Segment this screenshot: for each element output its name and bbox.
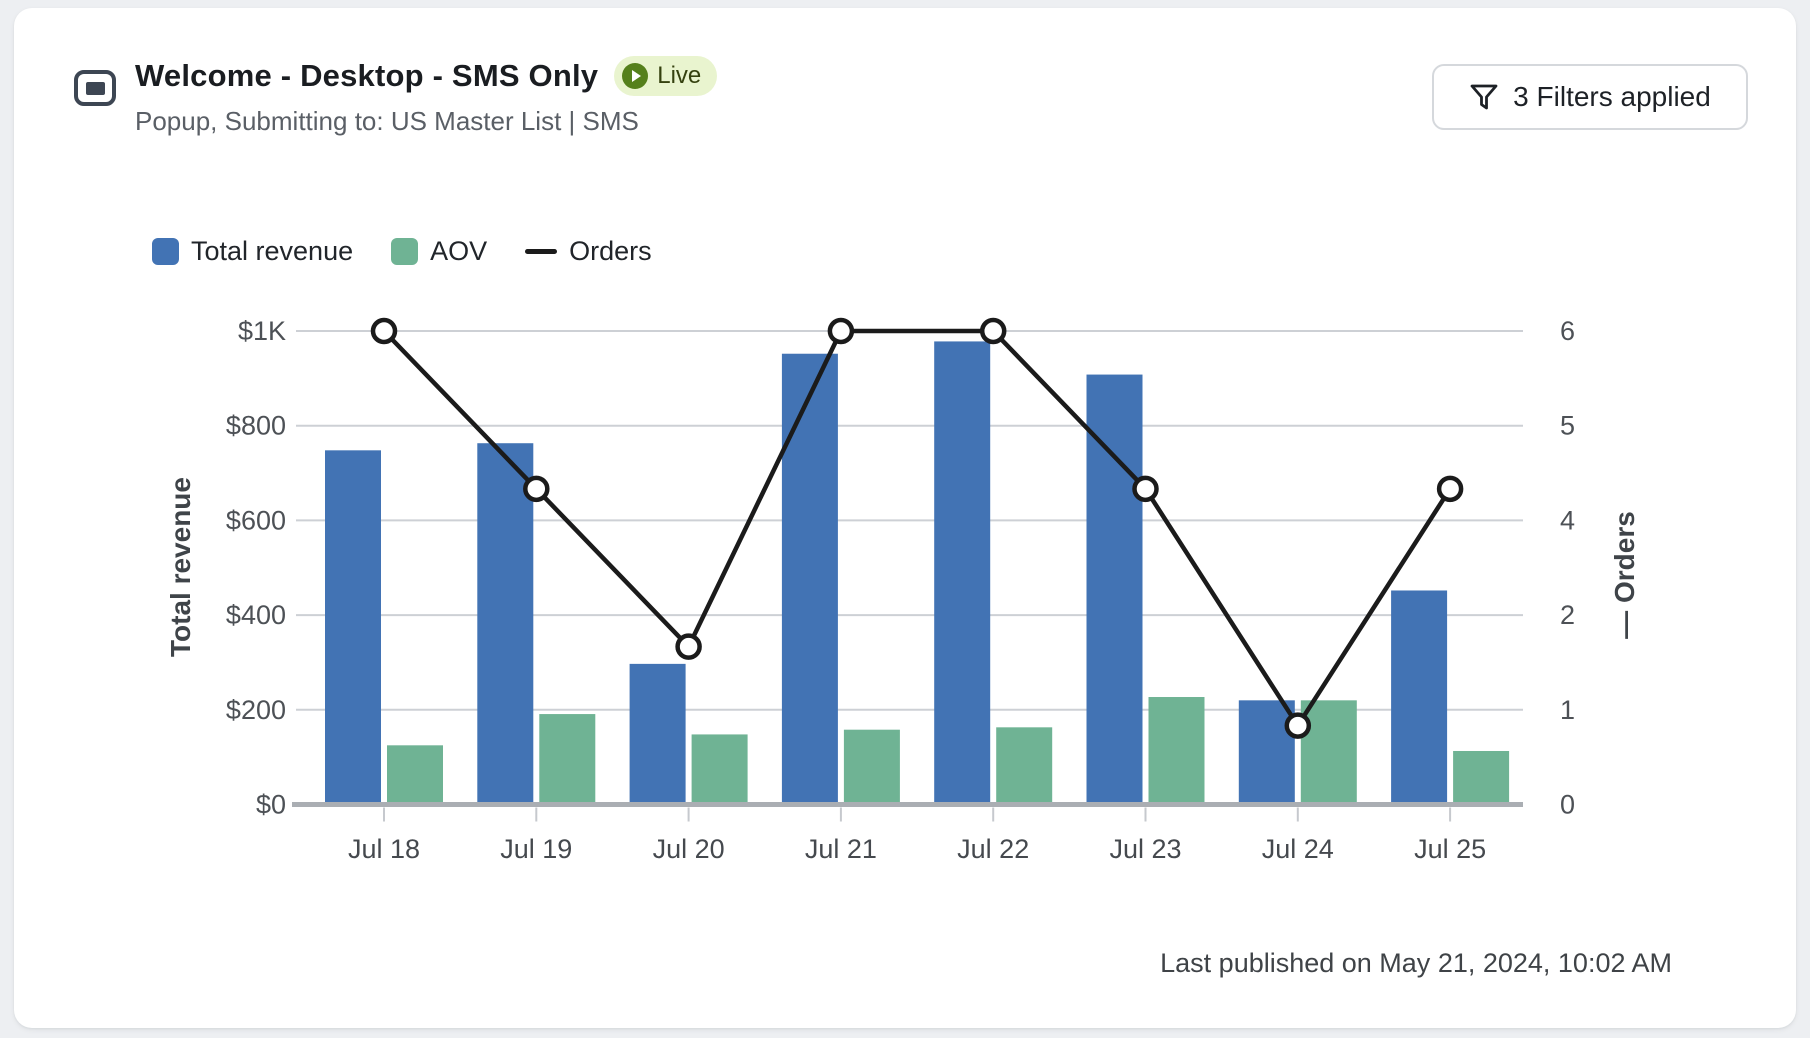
x-axis-label: Jul 23 [1109, 834, 1181, 864]
orders-point[interactable] [523, 475, 550, 503]
left-axis-tick-label: $800 [226, 411, 286, 441]
aov-bar[interactable] [1453, 750, 1510, 805]
aov-swatch-icon [391, 238, 419, 265]
subtitle: Popup, Submitting to: US Master List | S… [135, 106, 639, 136]
x-axis-label: Jul 25 [1414, 834, 1486, 864]
orders-point[interactable] [827, 317, 855, 345]
orders-point[interactable] [1132, 475, 1159, 503]
aov-bar[interactable] [539, 714, 596, 805]
revenue-orders-combo-chart: $1K 6 $800 5 $600 4 $400 2 $200 1 $0 0 Jul 18 Jul 19 J… [165, 316, 1640, 864]
filters-applied-button[interactable]: 3 Filters applied [1432, 64, 1748, 130]
x-axis-label: Jul 19 [500, 834, 572, 864]
legend-item-aov[interactable]: AOV [391, 236, 487, 267]
campaign-analytics-card: Welcome - Desktop - SMS Only Live Popup,… [14, 8, 1796, 1028]
x-axis-label: Jul 22 [957, 834, 1029, 864]
aov-bar[interactable] [1148, 697, 1205, 805]
aov-bar[interactable] [691, 734, 748, 805]
orders-point[interactable] [979, 317, 1007, 345]
page-title: Welcome - Desktop - SMS Only [135, 58, 599, 93]
x-axis-label: Jul 24 [1262, 834, 1334, 864]
filters-button-label: 3 Filters applied [1513, 81, 1711, 112]
chart-legend: Total revenue AOV Orders [152, 236, 652, 267]
aov-bar[interactable] [843, 729, 900, 805]
right-axis-tick-label: 0 [1560, 790, 1575, 820]
popup-icon [74, 70, 116, 106]
x-axis-label: Jul 18 [348, 834, 420, 864]
left-axis-tick-label: $0 [256, 790, 286, 820]
x-axis-label: Jul 20 [653, 834, 725, 864]
right-axis-title: — Orders [1609, 511, 1640, 639]
legend-item-total-revenue[interactable]: Total revenue [152, 236, 353, 267]
left-axis-tick-label: $1K [238, 316, 286, 346]
orders-point[interactable] [675, 633, 702, 660]
revenue-bar[interactable] [325, 450, 381, 805]
revenue-bar[interactable] [934, 341, 991, 805]
left-axis-tick-label: $600 [226, 505, 286, 535]
left-axis-tick-label: $400 [226, 600, 286, 630]
revenue-bar[interactable] [1238, 700, 1295, 805]
orders-line [382, 328, 1452, 728]
revenue-bar[interactable] [1086, 374, 1143, 805]
right-axis-tick-label: 2 [1560, 600, 1575, 630]
x-axis-label: Jul 21 [805, 834, 877, 864]
last-published-text: Last published on May 21, 2024, 10:02 AM [1160, 948, 1672, 978]
popup-icon-fill [85, 81, 105, 95]
total-revenue-swatch-icon [152, 238, 179, 265]
live-play-icon [622, 63, 649, 89]
orders-point[interactable] [1436, 475, 1464, 503]
revenue-bar[interactable] [629, 663, 686, 805]
legend-label: AOV [430, 236, 488, 266]
right-axis-tick-label: 5 [1560, 411, 1575, 441]
revenue-bar[interactable] [781, 353, 838, 805]
aov-bar[interactable] [1300, 700, 1357, 805]
status-badge-label: Live [657, 62, 702, 89]
legend-label: Orders [569, 236, 652, 266]
right-axis-tick-label: 6 [1560, 316, 1575, 346]
header: Welcome - Desktop - SMS Only Live Popup,… [135, 56, 718, 137]
legend-label: Total revenue [191, 236, 354, 266]
status-badge: Live [614, 56, 718, 96]
left-axis-tick-label: $200 [226, 695, 286, 725]
legend-item-orders[interactable]: Orders [525, 236, 652, 267]
revenue-bar[interactable] [477, 443, 534, 805]
right-axis-tick-label: 1 [1560, 695, 1575, 725]
aov-bar[interactable] [996, 727, 1053, 805]
aov-bar[interactable] [387, 745, 443, 805]
filter-funnel-icon [1470, 84, 1498, 110]
right-axis-tick-label: 4 [1560, 505, 1575, 535]
left-axis-title: Total revenue [165, 477, 196, 657]
orders-point[interactable] [1284, 712, 1312, 739]
orders-line-swatch-icon [525, 249, 558, 254]
revenue-bar[interactable] [1391, 590, 1448, 805]
orders-point[interactable] [370, 317, 398, 345]
